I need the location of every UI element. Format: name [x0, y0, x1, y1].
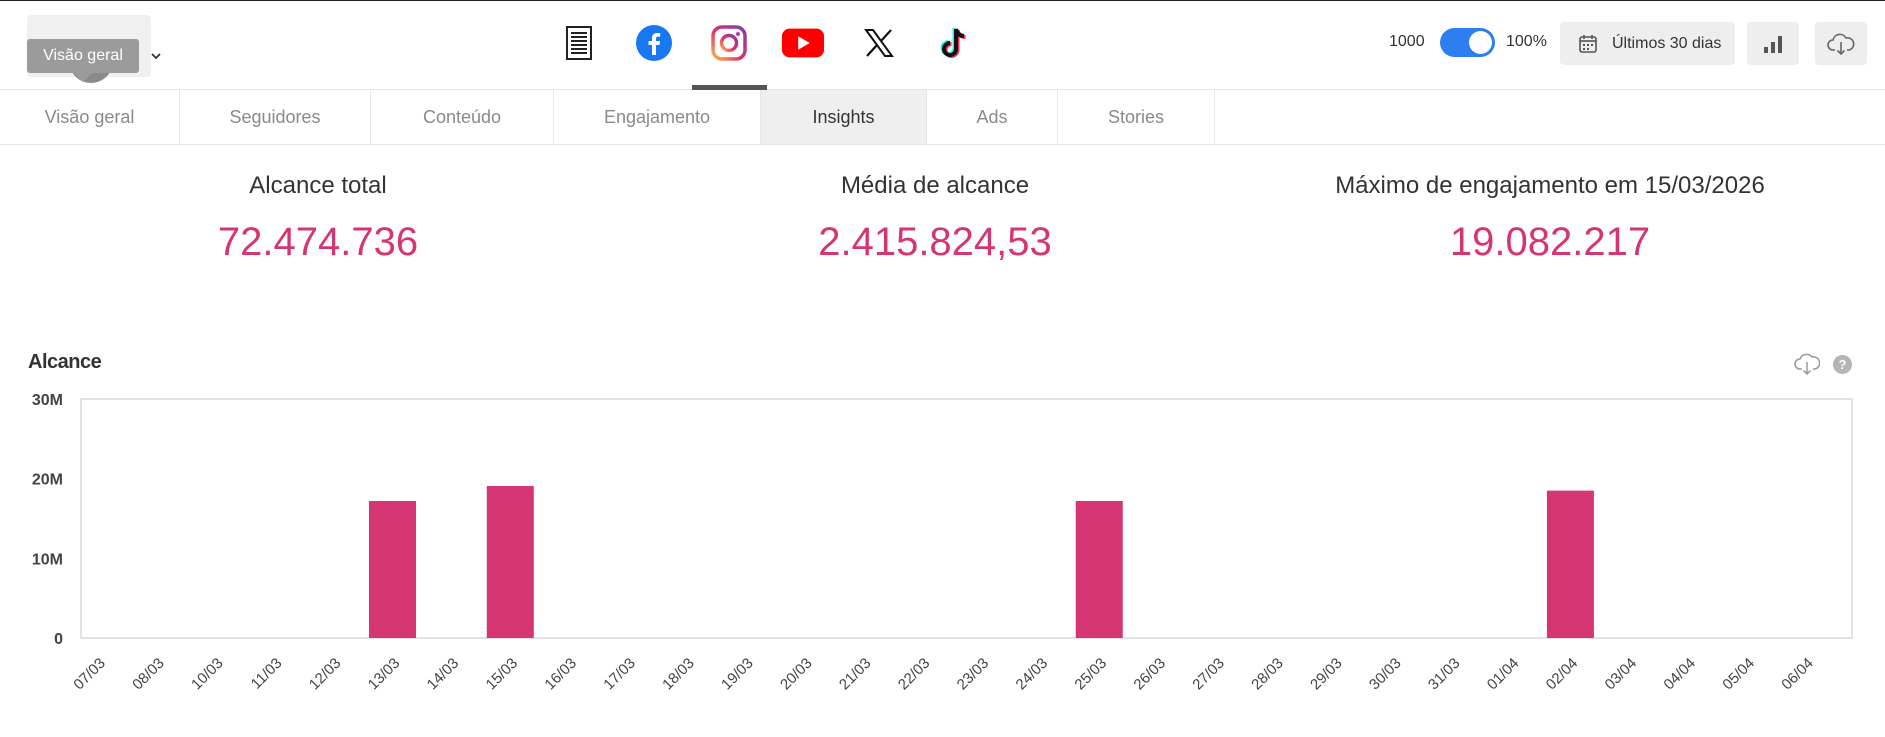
header: Visão geral [0, 1, 1885, 90]
tab-label: Insights [812, 106, 875, 127]
tab-bar: Visão geral Seguidores Conteúdo Engajame… [0, 90, 1885, 145]
date-range-label: Últimos 30 dias [1612, 34, 1722, 52]
x-tick-label: 30/03 [1366, 655, 1405, 694]
x-tick-label: 24/03 [1013, 655, 1052, 694]
instagram-icon [711, 25, 747, 61]
facebook-icon [636, 25, 672, 61]
x-tick-label: 28/03 [1248, 655, 1287, 694]
x-tick-label: 02/04 [1543, 655, 1582, 694]
list-icon [566, 26, 592, 60]
date-range-button[interactable]: Últimos 30 dias [1560, 22, 1735, 65]
tab-label: Engajamento [603, 106, 711, 127]
x-tick-label: 12/03 [306, 655, 345, 694]
bar [1546, 490, 1594, 638]
cloud-download-icon [1827, 33, 1855, 55]
x-tick-label: 21/03 [836, 655, 875, 694]
active-network-indicator [692, 85, 767, 90]
x-tick-label: 15/03 [483, 655, 522, 694]
chevron-down-icon [151, 53, 161, 60]
top-border [0, 0, 1885, 1]
x-tick-label: 22/03 [895, 655, 934, 694]
toggle-right-label: 100% [1506, 33, 1547, 50]
network-youtube-button[interactable] [781, 21, 825, 65]
bar [368, 500, 416, 638]
chart-title: Alcance [28, 351, 102, 373]
tab-seguidores[interactable]: Seguidores [180, 90, 371, 144]
kpi-alcance-total: Alcance total 72.474.736 [168, 172, 468, 265]
x-tick-label: 19/03 [718, 655, 757, 694]
tab-engajamento[interactable]: Engajamento [554, 90, 761, 144]
x-tick-label: 14/03 [424, 655, 463, 694]
bar-chart-icon [1764, 35, 1782, 53]
tab-label: Ads [976, 106, 1008, 127]
reach-bar-chart: 0 10M 20M 30M 07/03 08/03 10/03 11/03 12/03 13/03… [32, 392, 1853, 694]
x-tick-label: 26/03 [1130, 655, 1169, 694]
kpi-label: Alcance total [249, 172, 387, 199]
x-tick-label: 25/03 [1071, 655, 1110, 694]
kpi-value: 72.474.736 [217, 220, 419, 264]
x-tick-label: 20/03 [777, 655, 816, 694]
x-tick-label: 03/04 [1602, 655, 1641, 694]
toggle-left-label: 1000 [1389, 33, 1425, 50]
bar [1075, 500, 1123, 638]
network-list-button[interactable] [557, 21, 601, 65]
download-button[interactable] [1815, 22, 1867, 65]
x-tick-label: 05/04 [1719, 655, 1758, 694]
tab-insights[interactable]: Insights [761, 90, 927, 144]
chart-view-button[interactable] [1747, 22, 1799, 65]
chart-help-icon[interactable]: ? [1833, 355, 1852, 374]
x-tick-label: 29/03 [1307, 655, 1346, 694]
x-tick-label: 07/03 [70, 655, 109, 694]
kpi-maximo-engajamento: Máximo de engajamento em 15/03/2026 19.0… [1300, 172, 1800, 265]
kpi-media-alcance: Média de alcance 2.415.824,53 [785, 172, 1085, 265]
x-tick-label: 18/03 [659, 655, 698, 694]
tab-ads[interactable]: Ads [927, 90, 1058, 144]
x-tick-label: 27/03 [1189, 655, 1228, 694]
profile-tooltip-text: Visão geral [43, 47, 123, 64]
kpi-value: 19.082.217 [1449, 220, 1651, 264]
x-tick-label: 10/03 [188, 655, 227, 694]
x-tick-label: 13/03 [365, 655, 404, 694]
percent-toggle[interactable] [1440, 28, 1495, 57]
x-tick-label: 31/03 [1425, 655, 1464, 694]
x-tick-label: 16/03 [541, 655, 580, 694]
x-tick-label: 23/03 [954, 655, 993, 694]
network-tiktok-button[interactable] [932, 21, 976, 65]
y-tick-label: 10M [32, 551, 63, 568]
y-tick-label: 0 [54, 631, 63, 648]
tab-label: Visão geral [44, 106, 135, 127]
kpi-value: 2.415.824,53 [818, 220, 1052, 264]
kpi-label: Máximo de engajamento em 15/03/2026 [1335, 172, 1765, 199]
calendar-icon [1579, 34, 1597, 53]
x-tick-label: 11/03 [248, 655, 286, 693]
youtube-icon [781, 28, 825, 58]
network-facebook-button[interactable] [632, 21, 676, 65]
bar [486, 485, 534, 638]
tiktok-icon [940, 27, 966, 58]
tab-conteudo[interactable]: Conteúdo [371, 90, 554, 144]
tab-label: Conteúdo [422, 106, 502, 127]
tab-label: Seguidores [229, 106, 321, 127]
x-tick-label: 08/03 [129, 655, 168, 694]
tab-label: Stories [1107, 106, 1165, 127]
plot-frame [80, 398, 1853, 639]
x-tick-label: 04/04 [1660, 655, 1699, 694]
tab-visao-geral[interactable]: Visão geral [0, 90, 180, 144]
y-tick-label: 30M [32, 392, 63, 409]
chart-download-icon[interactable] [1794, 351, 1820, 377]
y-tick-label: 20M [32, 472, 63, 489]
x-tick-label: 01/04 [1484, 655, 1523, 694]
profile-tooltip: Visão geral [27, 39, 139, 82]
kpi-label: Média de alcance [840, 172, 1030, 199]
tab-stories[interactable]: Stories [1058, 90, 1215, 144]
toggle-knob [1469, 31, 1492, 54]
network-x-button[interactable] [857, 21, 901, 65]
x-icon [864, 29, 894, 57]
network-instagram-button[interactable] [707, 21, 751, 65]
x-tick-label: 06/04 [1778, 655, 1817, 694]
x-tick-label: 17/03 [600, 655, 639, 694]
